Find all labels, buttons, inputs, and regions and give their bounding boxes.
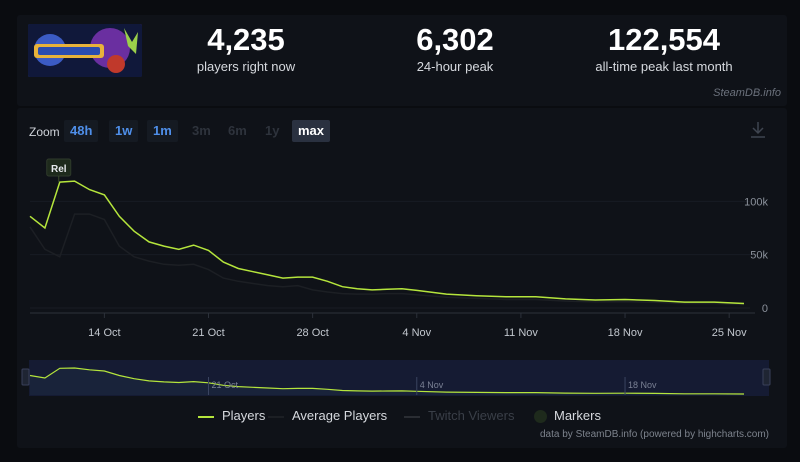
legend-players-label: Players <box>222 408 266 423</box>
navigator-tick-label: 18 Nov <box>628 380 657 390</box>
release-flag[interactable]: Rel <box>46 158 72 183</box>
alltime-peak-label: all-time peak last month <box>595 59 733 74</box>
navigator-axis: 21 Oct 4 Nov 18 Nov <box>208 377 657 395</box>
x-tick-label: 11 Nov <box>504 327 539 339</box>
series-players <box>29 180 745 305</box>
y-tick-label: 0 <box>762 303 768 315</box>
legend-players[interactable]: Players <box>198 408 265 423</box>
zoom-6m-button: 6m <box>228 123 247 138</box>
x-tick-label: 4 Nov <box>402 327 431 339</box>
zoom-1w-button[interactable]: 1w <box>109 120 139 142</box>
y-tick-label: 50k <box>750 250 768 262</box>
current-players-value: 4,235 <box>207 22 285 57</box>
zoom-3m-button: 3m <box>192 123 211 138</box>
navigator-tick-label: 4 Nov <box>420 380 444 390</box>
chart-grid <box>30 200 750 309</box>
y-axis: 0 50k 100k <box>744 196 768 315</box>
legend-players-swatch <box>198 415 214 418</box>
peak-24h-stat: 6,302 24-hour peak <box>395 22 515 74</box>
x-axis: 14 Oct 21 Oct 28 Oct 4 Nov 11 Nov 18 Nov 25 No… <box>30 312 755 339</box>
zoom-max-button[interactable]: max <box>292 120 331 142</box>
x-tick-label: 25 Nov <box>712 327 747 339</box>
legend-markers-label: Markers <box>554 408 601 423</box>
legend-average-swatch <box>268 415 284 418</box>
current-players-label: players right now <box>196 59 296 74</box>
legend-twitch-swatch <box>404 415 420 418</box>
x-tick-label: 18 Nov <box>608 327 643 339</box>
navigator-chart[interactable]: 21 Oct 4 Nov 18 Nov <box>0 355 800 405</box>
current-players-stat: 4,235 players right now <box>186 22 306 74</box>
download-icon[interactable] <box>749 120 767 140</box>
zoom-1y-button: 1y <box>265 123 280 138</box>
navigator-line <box>29 367 745 395</box>
chart-credits[interactable]: data by SteamDB.info (powered by highcha… <box>540 429 769 440</box>
alltime-peak-value: 122,554 <box>607 22 721 57</box>
peak-24h-value: 6,302 <box>416 22 494 57</box>
zoom-48h-button[interactable]: 48h <box>64 120 99 142</box>
series-average-players <box>29 213 745 306</box>
x-tick-label: 14 Oct <box>88 327 120 339</box>
navigator-right-handle[interactable] <box>762 368 771 386</box>
alltime-peak-stat: 122,554 all-time peak last month <box>584 22 744 74</box>
legend-twitch[interactable]: Twitch Viewers <box>404 408 514 423</box>
legend-average[interactable]: Average Players <box>268 408 387 423</box>
chart-series <box>29 180 745 306</box>
peak-24h-label: 24-hour peak <box>416 59 494 74</box>
zoom-label: Zoom <box>29 125 60 139</box>
y-tick-label: 100k <box>744 196 768 208</box>
navigator-left-handle[interactable] <box>21 368 30 386</box>
x-tick-label: 21 Oct <box>192 327 224 339</box>
x-tick-label: 28 Oct <box>296 327 328 339</box>
game-art-icon <box>28 24 142 77</box>
game-capsule-image[interactable] <box>28 24 142 77</box>
legend-twitch-label: Twitch Viewers <box>428 408 515 423</box>
zoom-1m-button[interactable]: 1m <box>147 120 178 142</box>
legend-average-label: Average Players <box>292 408 388 423</box>
legend-markers[interactable]: Markers <box>534 408 601 424</box>
steamdb-watermark: SteamDB.info <box>713 87 781 99</box>
flag-label: Rel <box>51 164 67 175</box>
player-count-chart[interactable]: 14 Oct 21 Oct 28 Oct 4 Nov 11 Nov 18 Nov 25 No… <box>0 0 800 360</box>
navigator-tick-label: 21 Oct <box>212 380 239 390</box>
stats-panel <box>17 15 787 106</box>
legend-markers-dot <box>534 410 547 424</box>
